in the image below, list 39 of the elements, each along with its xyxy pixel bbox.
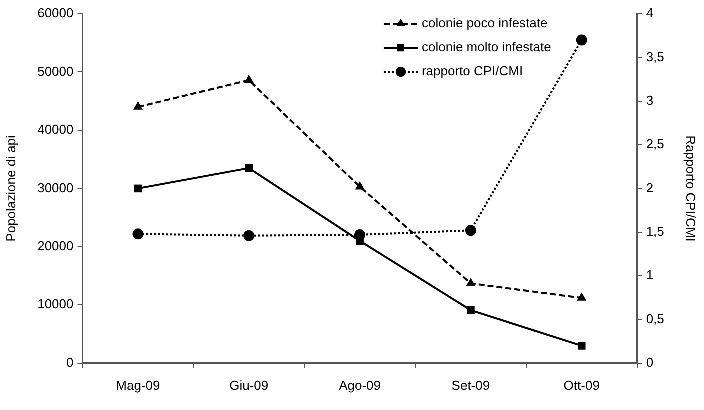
- y-tick-label: 20000: [38, 238, 74, 254]
- point: [244, 74, 254, 84]
- point: [576, 34, 588, 46]
- y2-tick-label: 4: [646, 6, 654, 21]
- point: [133, 102, 143, 110]
- y2-tick-label: 3,5: [646, 49, 664, 64]
- y2-tick-label: 0,5: [646, 311, 664, 326]
- y-tick-label: 50000: [38, 64, 74, 79]
- y-tick-label: 0: [66, 354, 74, 370]
- y2-tick-label: 0: [646, 354, 654, 370]
- x-tick-label: Ott-09: [564, 378, 600, 393]
- point: [466, 278, 476, 286]
- point: [355, 181, 365, 190]
- y2-tick-label: 3: [646, 92, 654, 108]
- x-tick-label: Ago-09: [339, 378, 381, 393]
- y-axis-title: Popolazione di api: [3, 135, 18, 242]
- legend-label: rapporto CPI/CMI: [422, 64, 524, 79]
- x-tick-label: Giu-09: [230, 378, 269, 393]
- point: [245, 164, 254, 172]
- x-tick-label: Set-09: [452, 378, 490, 393]
- y2-tick-label: 1,5: [646, 224, 664, 239]
- y2-tick-label: 1: [646, 268, 654, 283]
- y2-tick-label: 2: [646, 180, 654, 196]
- point: [467, 306, 475, 314]
- point: [244, 230, 255, 242]
- y-tick-label: 30000: [38, 180, 74, 196]
- y-tick-label: 40000: [38, 122, 74, 138]
- y2-axis-title: Rapporto CPI/CMI: [684, 136, 699, 242]
- legend-label: colonie poco infestate: [422, 16, 548, 31]
- point: [577, 292, 587, 301]
- y2-tick-label: 2,5: [646, 136, 664, 152]
- y-tick-label: 10000: [38, 296, 74, 312]
- point: [134, 184, 142, 193]
- y-tick-label: 60000: [38, 6, 74, 21]
- x-tick-label: Mag-09: [116, 378, 160, 393]
- point: [465, 225, 476, 236]
- point: [132, 228, 144, 240]
- point: [578, 342, 586, 350]
- legend-label: colonie molto infestate: [422, 40, 552, 55]
